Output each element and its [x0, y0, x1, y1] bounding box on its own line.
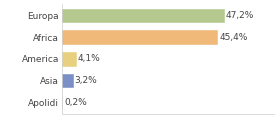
Text: 3,2%: 3,2% [75, 76, 97, 85]
Text: 0,2%: 0,2% [64, 98, 87, 107]
Bar [62, 52, 76, 66]
Text: 4,1%: 4,1% [78, 54, 101, 63]
Text: 45,4%: 45,4% [220, 33, 248, 42]
Text: 47,2%: 47,2% [226, 11, 254, 20]
Bar [62, 30, 218, 44]
Bar [62, 74, 73, 87]
Bar [62, 9, 224, 22]
